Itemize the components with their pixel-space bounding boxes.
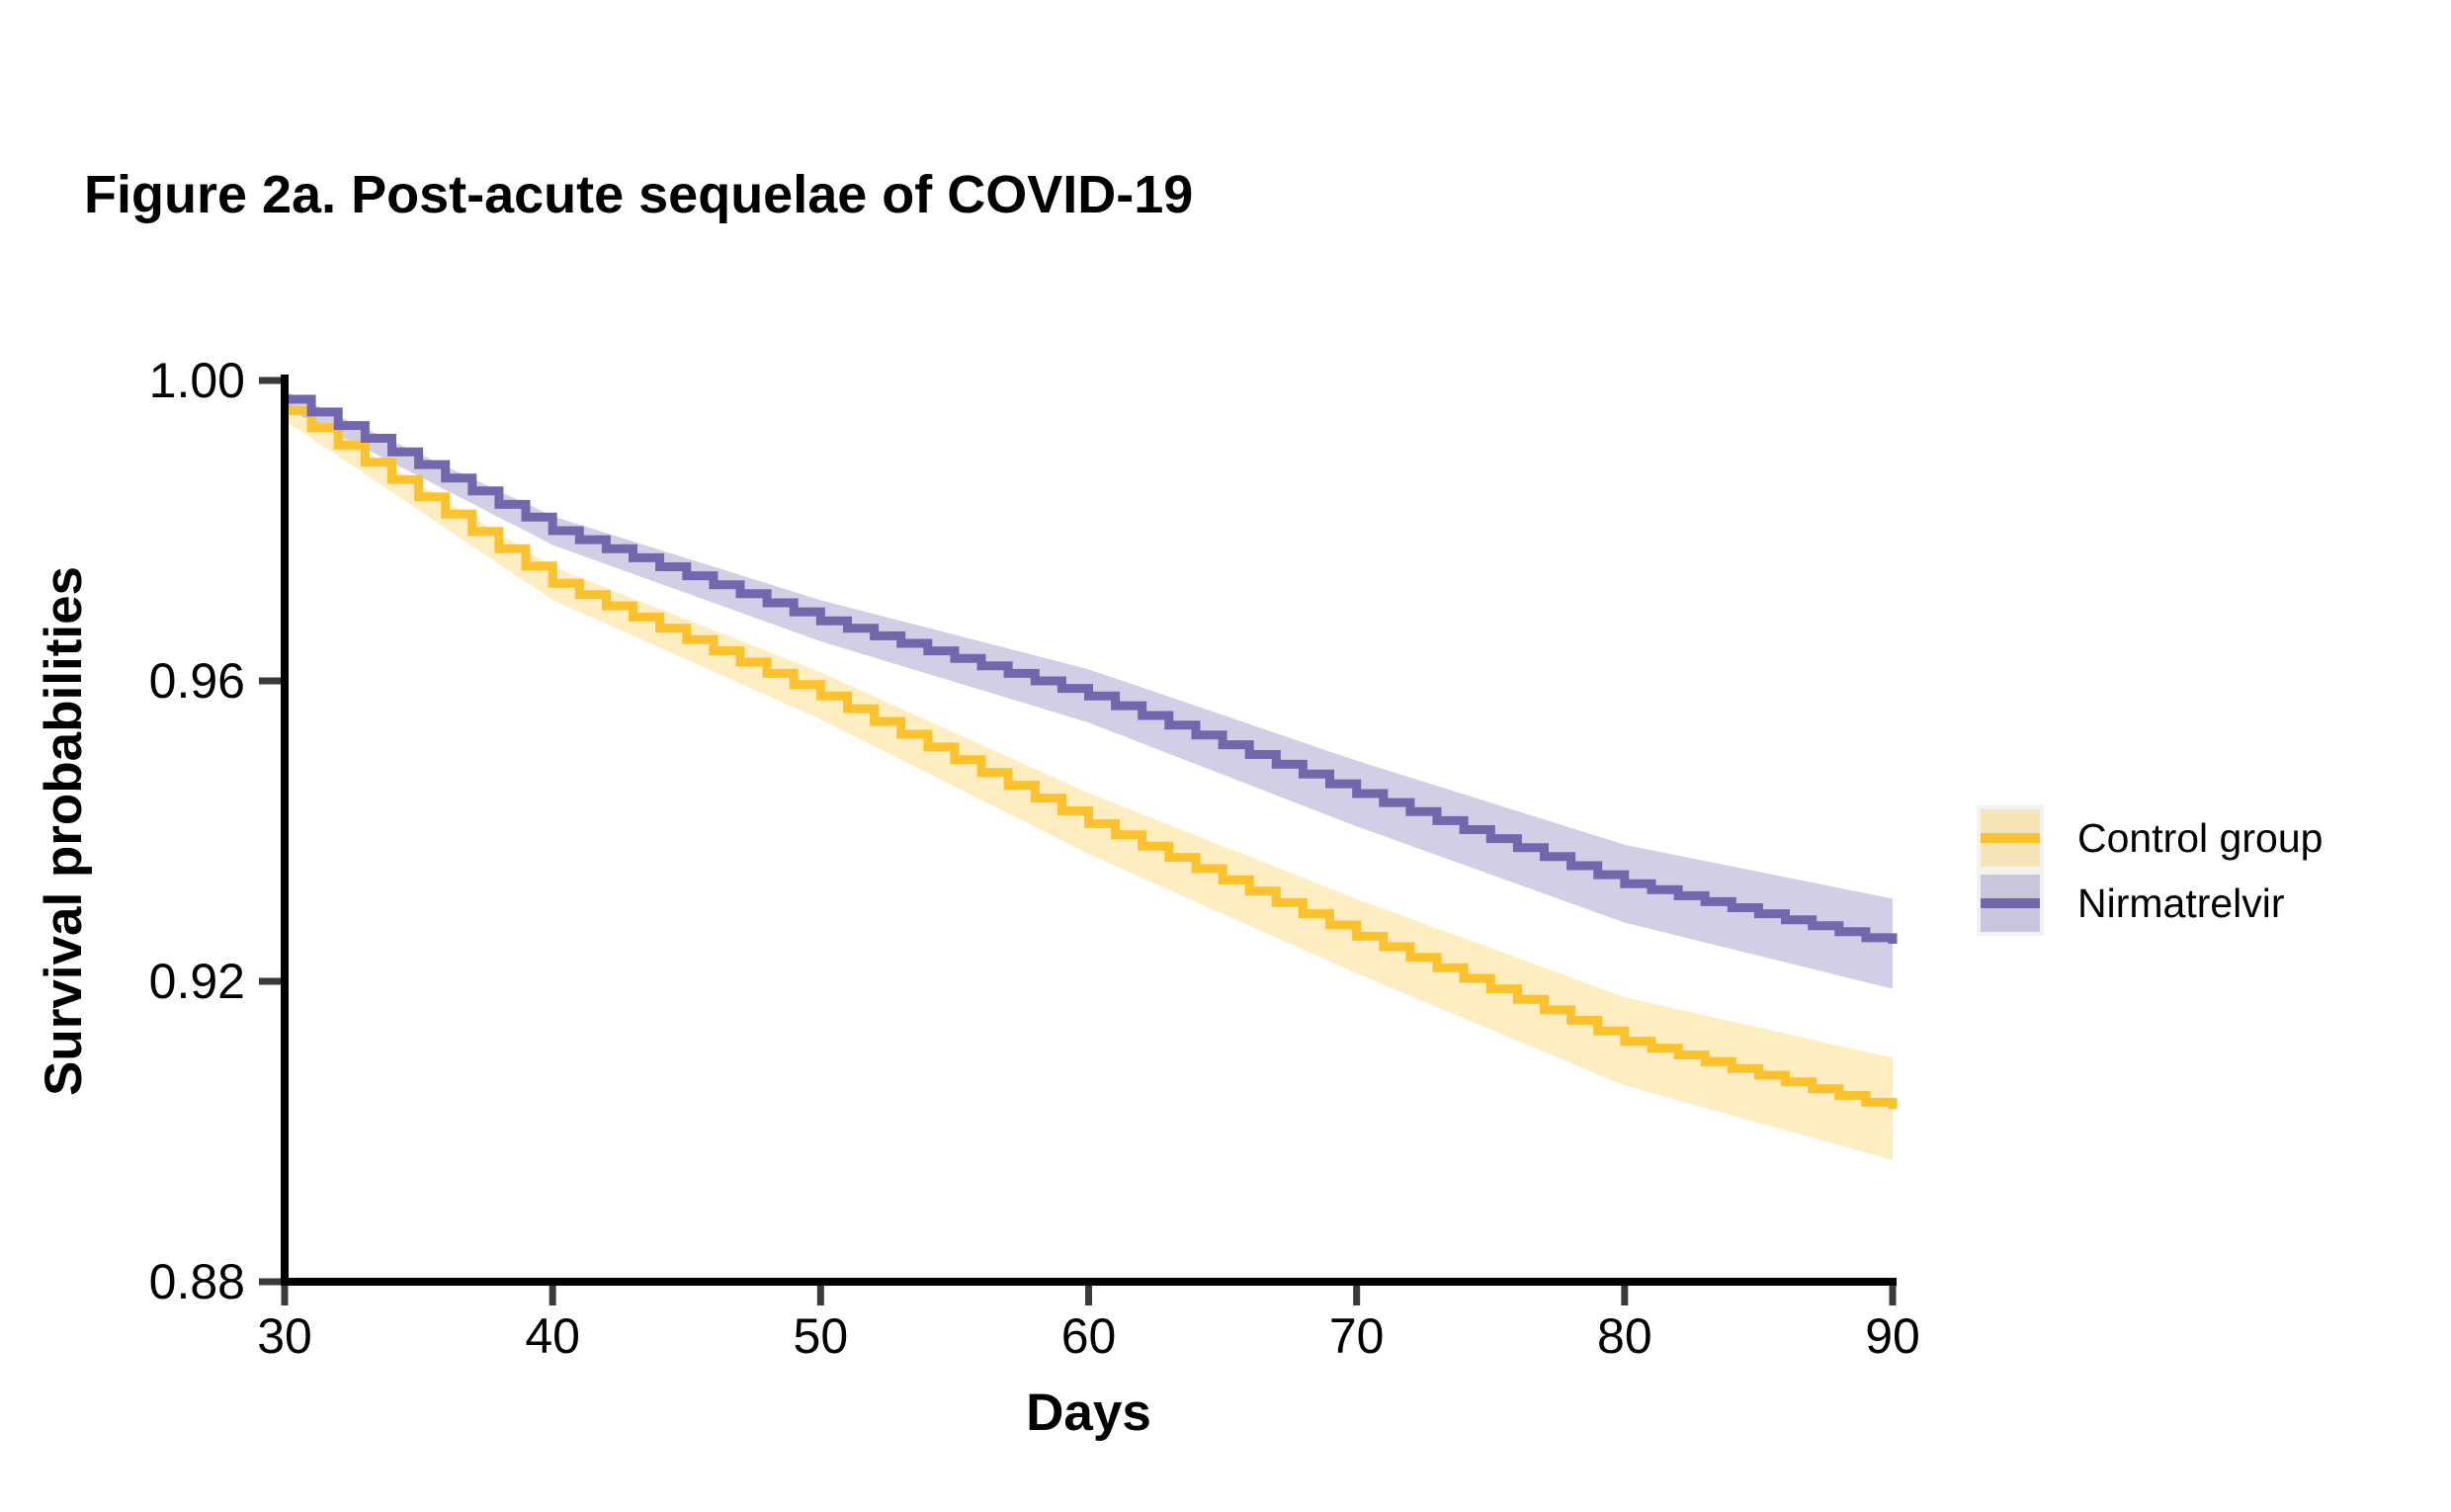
- legend-label-control-group: Control group: [2077, 814, 2324, 861]
- nirmatrelvir-swatch-icon: [1977, 871, 2044, 936]
- x-tick-label: 80: [1597, 1308, 1652, 1364]
- legend-entry-nirmatrelvir: Nirmatrelvir: [1977, 871, 2323, 936]
- y-tick-label: 0.88: [149, 1254, 245, 1309]
- y-tick-label: 0.96: [149, 653, 245, 709]
- control-group-swatch-icon: [1977, 805, 2044, 871]
- legend: Control group Nirmatrelvir: [1977, 805, 2323, 936]
- x-tick-label: 60: [1061, 1308, 1117, 1364]
- y-tick-label: 1.00: [149, 353, 245, 408]
- survival-curve-control-group: [285, 405, 1898, 1110]
- legend-label-nirmatrelvir: Nirmatrelvir: [2077, 880, 2285, 926]
- x-axis-title: Days: [1026, 1384, 1151, 1442]
- x-tick-label: 40: [525, 1308, 580, 1364]
- y-tick-label: 0.92: [149, 954, 245, 1009]
- x-tick-label: 90: [1865, 1308, 1920, 1364]
- survival-curve-nirmatrelvir: [285, 394, 1898, 944]
- x-tick-label: 70: [1329, 1308, 1385, 1364]
- y-axis-title: Survival probabilities: [35, 566, 93, 1096]
- figure-title: Figure 2a. Post-acute sequelae of COVID-…: [84, 165, 1194, 224]
- x-tick-label: 50: [794, 1308, 849, 1364]
- x-tick-label: 30: [257, 1308, 312, 1364]
- confidence-band-control-group: [285, 400, 1893, 1160]
- legend-entry-control-group: Control group: [1977, 805, 2323, 871]
